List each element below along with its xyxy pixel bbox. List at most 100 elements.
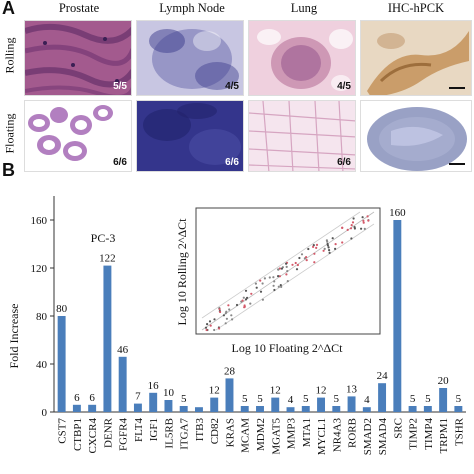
scatter-point	[259, 279, 262, 282]
scatter-point	[272, 284, 275, 287]
scatter-point	[250, 292, 253, 295]
scatter-point	[259, 290, 263, 293]
bar-flt4	[133, 403, 142, 412]
scatter-point	[285, 265, 288, 268]
bar-cst7	[57, 316, 66, 412]
x-tick-label: CXCR4	[87, 418, 99, 454]
scatter-point	[280, 285, 283, 288]
bar-mta1	[301, 406, 310, 412]
scatter-point	[291, 263, 294, 266]
bar-nr4a3	[332, 406, 341, 412]
bar-fgfr4	[118, 356, 127, 412]
scatter-point	[300, 253, 304, 256]
scatter-point	[230, 314, 233, 317]
scatter-point	[263, 277, 266, 280]
y-tick-label: 160	[31, 215, 48, 227]
scatter-point	[305, 256, 308, 259]
scatter-point	[209, 324, 212, 327]
x-tick-label: MDM2	[255, 418, 267, 451]
scatter-point	[350, 224, 353, 227]
bar-timp4	[423, 406, 432, 412]
x-tick-label: MYCL1	[316, 418, 328, 455]
x-tick-label: SRC	[392, 418, 404, 439]
bar-denr	[103, 265, 112, 412]
bar-itb3	[194, 407, 203, 412]
scatter-point	[280, 267, 283, 270]
x-tick-label: MCAM	[240, 418, 252, 453]
scatter-point	[246, 296, 249, 299]
panel-a-letter: A	[2, 0, 15, 18]
scatter-point	[327, 246, 330, 249]
scatter-point	[341, 226, 344, 229]
scatter-point	[219, 310, 222, 314]
x-tick-label: FLT4	[133, 418, 145, 443]
scatter-point	[231, 318, 234, 321]
x-tick-label: KRAS	[224, 418, 236, 447]
scatter-point	[328, 249, 331, 252]
bar-value-label: 24	[377, 370, 389, 382]
x-tick-label: MTA1	[301, 418, 313, 447]
bar-value-label: 6	[74, 392, 80, 404]
scatter-point	[241, 299, 244, 302]
scatter-point	[312, 245, 315, 248]
scatter-point	[334, 243, 337, 246]
scatter-point	[294, 261, 297, 265]
scatter-point	[213, 318, 216, 321]
ratio-lung-rolling: 4/5	[337, 81, 351, 92]
bar-value-label: 20	[438, 375, 450, 387]
scatter-point	[349, 227, 353, 230]
x-tick-label: MGAT5	[270, 418, 282, 455]
bar-mdm2	[256, 406, 264, 412]
scatter-point	[351, 221, 355, 224]
bar-mycl1	[317, 397, 326, 412]
bar-value-label: 16	[148, 380, 160, 392]
scatter-point	[204, 326, 208, 329]
x-tick-label: IGF1	[148, 418, 160, 441]
scatter-point	[323, 247, 326, 250]
scatter-point	[295, 268, 299, 271]
scatter-point	[313, 261, 316, 264]
y-tick-label: 120	[31, 263, 48, 275]
micrograph-prostate-floating: 6/6	[24, 100, 132, 172]
ratio-prostate-floating: 6/6	[113, 157, 127, 168]
scatter-point	[273, 288, 276, 292]
bar-value-label: 4	[364, 394, 370, 406]
scatter-point	[213, 328, 216, 332]
scatter-point	[367, 219, 370, 222]
bar-value-label: 46	[117, 344, 129, 356]
inset-y-axis-label: Log 10 Rolling 2^ΔCt	[175, 218, 189, 326]
cell-line-label: PC-3	[91, 231, 116, 245]
bar-tshr	[454, 406, 463, 412]
bar-value-label: 12	[209, 385, 220, 397]
scatter-point	[261, 298, 264, 301]
inset-x-axis-label: Log 10 Floating 2^ΔCt	[231, 341, 343, 355]
bar-value-label: 28	[224, 365, 236, 377]
bar-value-label: 5	[410, 393, 416, 405]
scatter-point	[261, 282, 264, 285]
x-tick-label: CTBP1	[72, 418, 84, 451]
bar-value-label: 6	[89, 392, 95, 404]
scatter-point	[224, 322, 227, 325]
bar-value-label: 5	[334, 393, 340, 405]
bar-value-label: 12	[270, 385, 281, 397]
scatter-point	[206, 323, 209, 326]
bar-value-label: 4	[288, 394, 294, 406]
inset-scatter-plot: Log 10 Floating 2^ΔCt Log 10 Rolling 2^Δ…	[160, 206, 382, 356]
ratio-lung-floating: 6/6	[337, 157, 351, 168]
x-tick-label: ITB3	[194, 418, 206, 442]
scatter-point	[278, 267, 281, 270]
scatter-point	[313, 252, 316, 255]
bar-value-label: 5	[257, 393, 263, 405]
x-tick-label: ITGA7	[179, 418, 191, 450]
ratio-lymph-node-floating: 6/6	[225, 157, 239, 168]
scatter-point	[326, 240, 329, 243]
x-tick-label: MMP3	[286, 418, 298, 450]
scatter-point	[312, 244, 315, 247]
bar-trpm1	[439, 388, 448, 412]
scatter-point	[218, 327, 221, 330]
scatter-point	[285, 262, 288, 265]
bar-cxcr4	[88, 404, 97, 412]
scatter-point	[328, 251, 331, 254]
scatter-point	[341, 241, 344, 244]
bar-value-label: 7	[135, 391, 141, 403]
